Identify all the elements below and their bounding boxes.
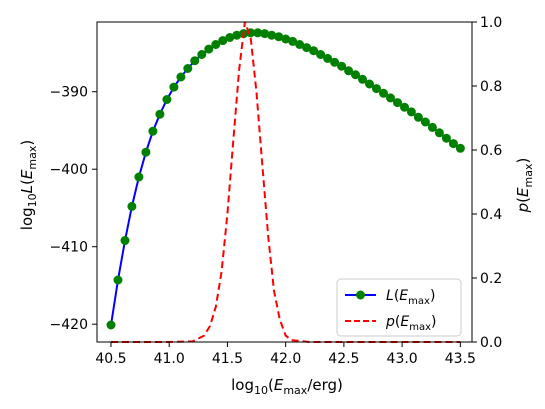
likelihood-data-point — [204, 44, 214, 54]
y-left-tick-label: −410 — [50, 240, 88, 256]
likelihood-data-point — [316, 50, 326, 59]
likelihood-data-point — [413, 112, 423, 122]
likelihood-data-point — [337, 61, 347, 71]
likelihood-data-point — [344, 66, 354, 76]
likelihood-data-point — [400, 102, 409, 112]
likelihood-data-point — [386, 93, 395, 103]
likelihood-data-point — [162, 95, 172, 104]
likelihood-data-point — [358, 74, 367, 84]
plot-marks — [106, 21, 465, 343]
likelihood-data-point — [420, 117, 430, 127]
x-tick-label: 41.0 — [154, 351, 185, 367]
likelihood-data-point — [393, 98, 402, 108]
likelihood-data-point — [183, 64, 193, 73]
likelihood-data-point — [434, 128, 444, 138]
likelihood-data-point — [113, 275, 123, 285]
likelihood-data-point — [148, 126, 158, 136]
likelihood-data-point — [323, 53, 333, 63]
y-left-tick-label: −400 — [50, 162, 88, 178]
axis-ticks: 40.5 41.0 41.5 42.0 42.5 43.0 43.5 −420 −410 −400… — [50, 15, 503, 367]
x-tick-label: 42.5 — [328, 351, 359, 367]
likelihood-data-point — [406, 107, 416, 117]
likelihood-data-point — [365, 79, 374, 89]
x-tick-label: 43.0 — [387, 351, 418, 367]
likelihood-data-point — [427, 122, 437, 132]
likelihood-data-point — [134, 172, 144, 182]
likelihood-data-point — [197, 50, 207, 59]
plot-frame — [96, 21, 473, 343]
likelihood-data-point — [211, 40, 221, 49]
y-left-axis-title: log10L(Emax) — [18, 140, 39, 230]
likelihood-data-point — [127, 201, 137, 211]
x-tick-label: 43.5 — [445, 351, 476, 367]
y-right-axis-title: p(Emax) — [514, 158, 535, 214]
y-right-tick-label: 0.6 — [480, 143, 502, 159]
probability-series-line — [111, 21, 461, 343]
likelihood-data-point — [379, 88, 388, 98]
x-tick-label: 41.5 — [212, 351, 243, 367]
likelihood-data-point — [441, 133, 451, 143]
likelihood-data-point — [455, 143, 465, 153]
likelihood-data-point — [351, 70, 360, 80]
likelihood-data-point — [309, 46, 319, 56]
likelihood-data-point — [120, 236, 130, 245]
likelihood-data-point — [141, 147, 151, 157]
y-right-tick-label: 1.0 — [480, 15, 502, 31]
y-right-tick-label: 0.0 — [480, 335, 502, 351]
likelihood-data-point — [372, 84, 381, 94]
likelihood-data-point — [176, 72, 186, 82]
likelihood-data-point — [448, 139, 458, 149]
y-right-tick-label: 0.8 — [480, 79, 502, 95]
svg-text:log10L(Emax): log10L(Emax) — [18, 140, 39, 230]
likelihood-data-point — [330, 57, 340, 67]
x-tick-label: 42.0 — [270, 351, 301, 367]
x-axis-title: log10(Emax/erg) — [231, 376, 343, 397]
y-left-tick-label: −390 — [50, 85, 88, 101]
likelihood-data-point — [190, 56, 200, 66]
svg-text:log10(Emax/erg): log10(Emax/erg) — [231, 376, 343, 397]
y-right-tick-label: 0.4 — [480, 207, 502, 223]
x-tick-label: 40.5 — [95, 351, 126, 367]
likelihood-data-point — [106, 320, 116, 330]
svg-text:p(Emax): p(Emax) — [514, 158, 535, 214]
likelihood-data-point — [169, 82, 179, 92]
legend: L(Emax) p(Emax) — [336, 278, 462, 337]
legend-marker-L — [356, 290, 365, 300]
likelihood-data-point — [155, 109, 165, 119]
y-right-tick-label: 0.2 — [480, 271, 502, 287]
y-left-tick-label: −420 — [50, 317, 88, 333]
